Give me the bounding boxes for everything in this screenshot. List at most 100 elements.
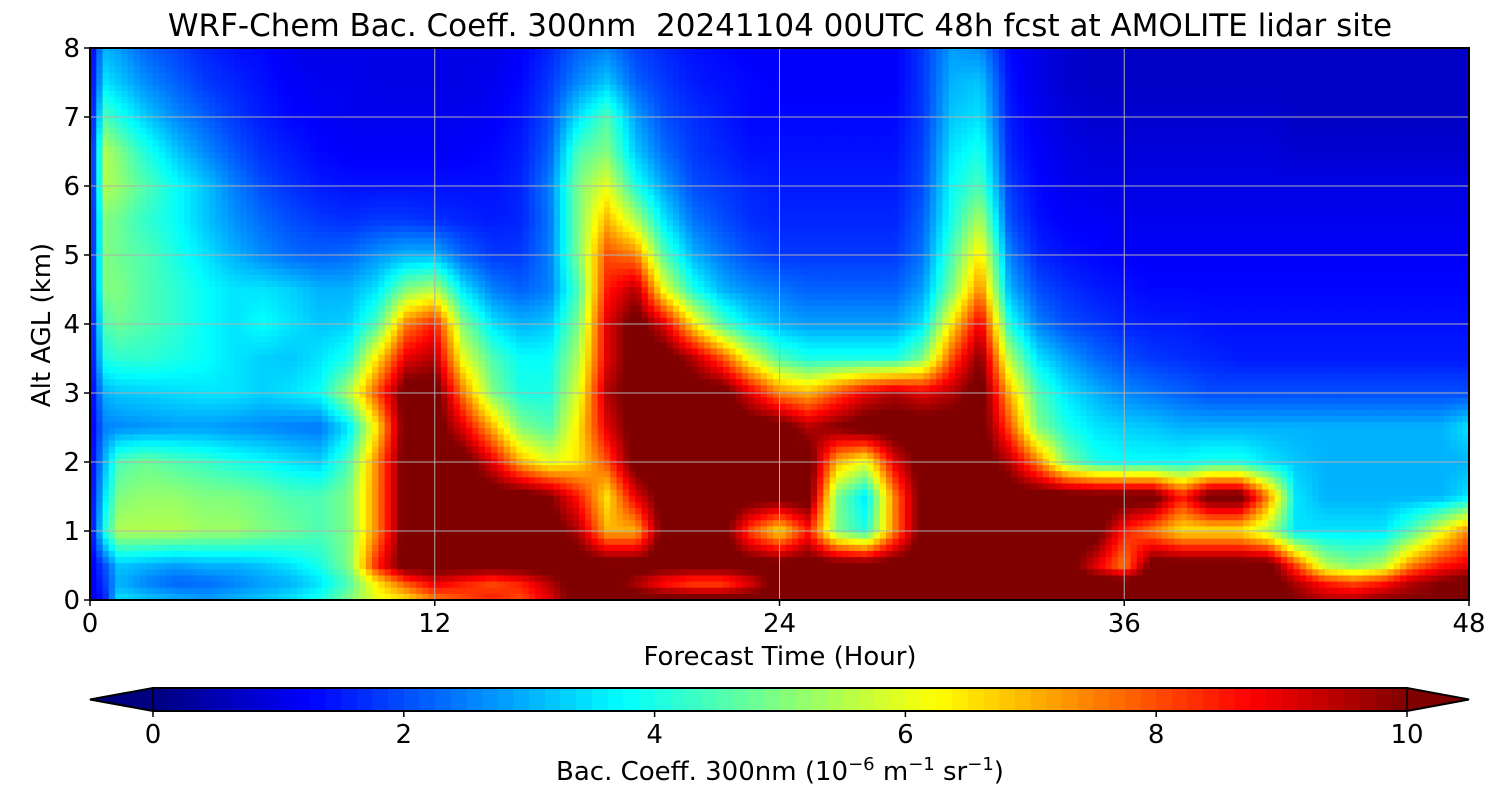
- heatmap-cell: [685, 60, 693, 67]
- heatmap-cell: [127, 152, 135, 159]
- heatmap-cell: [1431, 133, 1439, 141]
- heatmap-cell: [328, 146, 336, 153]
- heatmap-cell: [466, 72, 473, 80]
- heatmap-cell: [278, 90, 285, 98]
- heatmap-cell: [1205, 60, 1213, 67]
- heatmap-cell: [278, 109, 285, 117]
- heatmap-cell: [1117, 90, 1125, 98]
- heatmap-cell: [766, 127, 774, 135]
- heatmap-cell: [158, 115, 166, 123]
- heatmap-cell: [879, 72, 887, 80]
- heatmap-cell: [1262, 158, 1270, 166]
- heatmap-cell: [1450, 54, 1458, 61]
- heatmap-cell: [980, 84, 987, 92]
- heatmap-cell: [522, 115, 530, 123]
- heatmap-cell: [1180, 109, 1188, 117]
- heatmap-cell: [1462, 115, 1470, 123]
- heatmap-cell: [635, 103, 643, 110]
- heatmap-cell: [472, 140, 480, 147]
- heatmap-cell: [685, 115, 693, 123]
- heatmap-cell: [779, 54, 787, 61]
- heatmap-cell: [823, 158, 831, 166]
- heatmap-cell: [152, 66, 160, 74]
- heatmap-cell: [1130, 158, 1138, 166]
- heatmap-cell: [691, 60, 699, 67]
- heatmap-cell: [691, 170, 699, 178]
- heatmap-cell: [842, 48, 850, 55]
- heatmap-cell: [158, 78, 166, 86]
- heatmap-cell: [610, 140, 618, 147]
- heatmap-cell: [723, 146, 730, 153]
- heatmap-cell: [1092, 90, 1100, 98]
- heatmap-cell: [1274, 164, 1282, 172]
- heatmap-cell: [848, 48, 856, 55]
- heatmap-cell: [303, 54, 310, 61]
- heatmap-cell: [1143, 127, 1150, 135]
- heatmap-cell: [810, 146, 818, 153]
- heatmap-cell: [1431, 78, 1439, 86]
- heatmap-cell: [641, 115, 649, 123]
- heatmap-cell: [1099, 133, 1107, 141]
- heatmap-cell: [434, 60, 442, 67]
- heatmap-cell: [321, 152, 329, 159]
- heatmap-cell: [1425, 115, 1432, 123]
- heatmap-cell: [196, 97, 204, 104]
- heatmap-cell: [240, 140, 248, 147]
- heatmap-cell: [1067, 60, 1075, 67]
- heatmap-cell: [942, 84, 950, 92]
- heatmap-cell: [190, 170, 198, 178]
- heatmap-cell: [729, 72, 737, 80]
- heatmap-cell: [792, 78, 799, 86]
- heatmap-cell: [390, 48, 398, 55]
- heatmap-cell: [321, 121, 329, 129]
- heatmap-cell: [284, 140, 292, 147]
- heatmap-cell: [321, 90, 329, 98]
- heatmap-cell: [986, 109, 994, 117]
- heatmap-cell: [685, 158, 693, 166]
- heatmap-cell: [1143, 97, 1150, 104]
- heatmap-cell: [1136, 146, 1144, 153]
- heatmap-cell: [992, 127, 1000, 135]
- heatmap-cell: [1293, 158, 1301, 166]
- heatmap-cell: [942, 72, 950, 80]
- heatmap-cell: [1042, 109, 1050, 117]
- heatmap-cell: [453, 115, 461, 123]
- heatmap-cell: [284, 133, 292, 141]
- heatmap-cell: [127, 127, 135, 135]
- heatmap-cell: [1036, 97, 1044, 104]
- heatmap-cell: [603, 127, 611, 135]
- heatmap-cell: [998, 78, 1006, 86]
- heatmap-cell: [528, 121, 536, 129]
- heatmap-cell: [102, 121, 110, 129]
- heatmap-cell: [955, 109, 962, 117]
- heatmap-cell: [860, 158, 868, 166]
- heatmap-cell: [158, 121, 166, 129]
- heatmap-cell: [723, 152, 730, 159]
- heatmap-cell: [716, 140, 724, 147]
- heatmap-cell: [892, 158, 900, 166]
- heatmap-cell: [378, 66, 386, 74]
- heatmap-cell: [1099, 146, 1107, 153]
- heatmap-cell: [491, 146, 499, 153]
- heatmap-cell: [591, 146, 599, 153]
- heatmap-cell: [1036, 84, 1044, 92]
- heatmap-cell: [1005, 170, 1013, 178]
- heatmap-cell: [1280, 109, 1288, 117]
- heatmap-cell: [597, 103, 605, 110]
- heatmap-cell: [1230, 127, 1238, 135]
- heatmap-cell: [829, 176, 837, 184]
- heatmap-cell: [1400, 54, 1407, 61]
- heatmap-cell: [1255, 48, 1263, 55]
- heatmap-cell: [96, 140, 104, 147]
- heatmap-cell: [792, 115, 799, 123]
- heatmap-cell: [810, 121, 818, 129]
- heatmap-cell: [528, 48, 536, 55]
- heatmap-cell: [723, 60, 730, 67]
- heatmap-cell: [353, 72, 361, 80]
- heatmap-cell: [1199, 121, 1207, 129]
- heatmap-cell: [491, 90, 499, 98]
- heatmap-cell: [1199, 103, 1207, 110]
- heatmap-cell: [278, 78, 285, 86]
- heatmap-cell: [1186, 127, 1194, 135]
- heatmap-cell: [892, 152, 900, 159]
